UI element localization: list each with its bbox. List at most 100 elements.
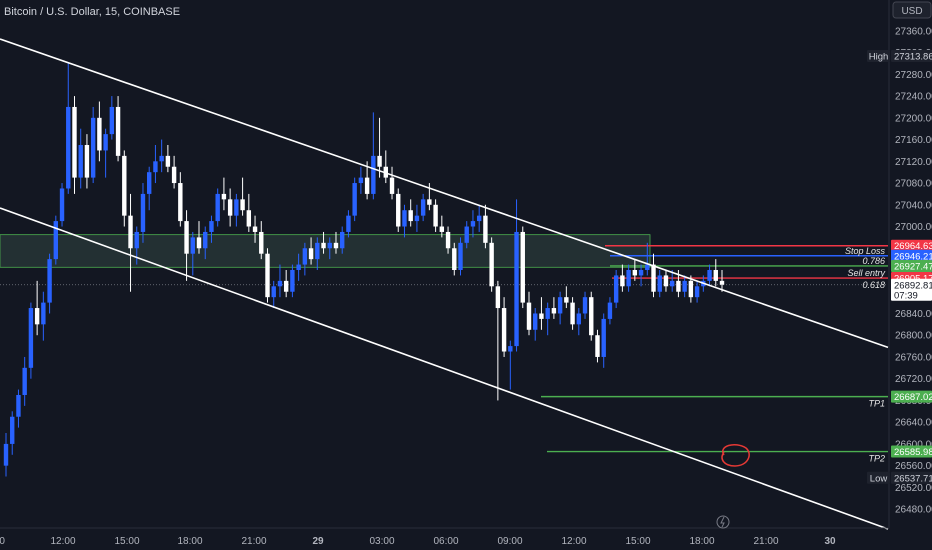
candle-body <box>265 253 270 298</box>
supply-zone <box>0 234 651 268</box>
candle-body <box>109 106 115 135</box>
candle-body <box>221 193 227 200</box>
candle <box>28 302 34 379</box>
candle <box>184 210 189 281</box>
candle-body <box>557 297 563 314</box>
candle <box>364 161 370 200</box>
x-tick-label: 15:00 <box>114 536 139 547</box>
price-tag <box>891 49 932 62</box>
price-tag <box>891 445 932 458</box>
candle-body <box>159 155 164 162</box>
candle-body <box>645 264 650 270</box>
candle-body <box>371 155 376 194</box>
trendline-lower-channel[interactable] <box>0 207 889 530</box>
candle <box>420 193 426 222</box>
candle-body <box>719 280 725 285</box>
candle-body <box>302 248 308 265</box>
candle <box>122 150 127 227</box>
candle <box>302 242 308 276</box>
candle <box>10 411 15 455</box>
candle-body <box>452 248 457 270</box>
candle <box>595 329 600 363</box>
candle <box>78 128 83 189</box>
candle <box>240 177 245 216</box>
candle-body <box>632 270 638 276</box>
candle <box>340 226 345 254</box>
candle <box>719 270 725 292</box>
candle-body <box>420 199 426 216</box>
candle-body <box>203 231 208 249</box>
candle-body <box>389 177 395 194</box>
currency-box[interactable] <box>892 1 932 19</box>
candle-body <box>682 280 687 292</box>
candle-body <box>445 231 451 249</box>
candle-body <box>333 242 339 249</box>
price-tag-label-box <box>867 471 890 484</box>
candle-body <box>234 199 239 216</box>
candle <box>203 226 208 260</box>
candle <box>221 177 227 211</box>
price-tag-text: 26585.98 <box>894 447 932 458</box>
y-tick-label: 27040.00 <box>895 200 932 211</box>
candle <box>66 63 71 194</box>
candle <box>445 226 451 254</box>
candle-body <box>190 237 195 254</box>
candle <box>327 237 332 260</box>
candle-body <box>539 313 544 319</box>
candle <box>408 199 413 227</box>
candle-body <box>340 231 345 249</box>
candle-body <box>551 308 557 314</box>
x-tick-label: 09:00 <box>497 536 522 547</box>
candle-body <box>209 221 214 232</box>
candle-body <box>626 270 631 287</box>
trendline-upper-channel[interactable] <box>0 38 889 349</box>
candle <box>53 215 59 265</box>
candle <box>620 264 625 292</box>
level-label: 0.786 <box>862 256 885 266</box>
candle-body <box>10 416 15 444</box>
y-tick-label: 26800.00 <box>895 331 932 342</box>
lightning-icon[interactable] <box>716 515 730 529</box>
level-label: Stop Loss <box>845 246 886 256</box>
price-tag-text: 26946.21 <box>894 251 932 262</box>
candle-body <box>464 226 469 243</box>
price-tag-text: 27313.86 <box>894 51 932 62</box>
candle-body <box>147 172 152 194</box>
price-tag-text: 26892.81 <box>894 280 932 291</box>
candle-body <box>663 275 669 287</box>
candle-body <box>396 193 401 227</box>
candle-body <box>601 318 606 357</box>
candle <box>377 117 382 178</box>
candle-body <box>66 106 71 189</box>
candle-body <box>439 226 445 232</box>
candle <box>97 101 102 162</box>
candle-body <box>508 346 513 352</box>
candle <box>271 280 276 309</box>
candle <box>140 183 146 243</box>
candle-body <box>713 270 718 281</box>
candle-body <box>97 117 102 151</box>
candle-body <box>364 177 370 194</box>
candle-body <box>501 308 507 352</box>
lightning-icon-bolt <box>720 516 725 528</box>
candle-body <box>483 215 488 243</box>
candle <box>147 166 152 211</box>
candle <box>626 264 631 292</box>
candle <box>557 291 563 325</box>
candle <box>296 253 301 281</box>
candle-body <box>676 280 681 292</box>
candle-body <box>377 155 382 167</box>
candle <box>47 253 52 314</box>
candle <box>458 237 463 276</box>
candle <box>358 166 364 194</box>
candle-body <box>564 297 569 303</box>
candle-body <box>657 275 662 292</box>
candle-body <box>707 270 712 281</box>
candle-body <box>651 264 656 292</box>
candle <box>277 264 283 298</box>
x-tick-label: 21:00 <box>241 536 266 547</box>
candle-body <box>613 275 619 303</box>
y-tick-label: 26560.00 <box>895 461 932 472</box>
candle <box>613 270 619 309</box>
